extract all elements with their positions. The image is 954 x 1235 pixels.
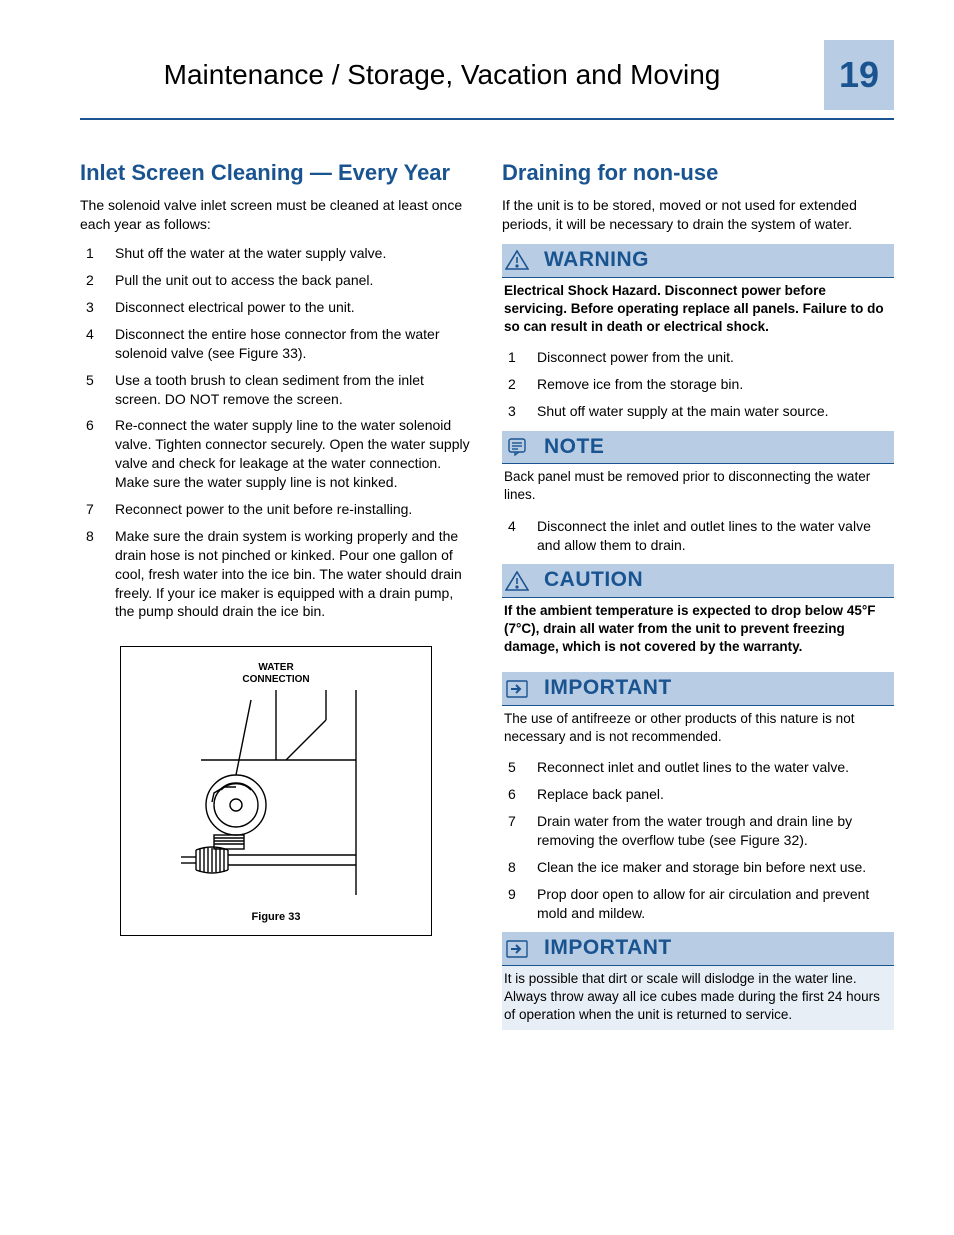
step-text: Shut off water supply at the main water … [537,402,894,421]
step-text: Re-connect the water supply line to the … [115,416,472,492]
right-intro: If the unit is to be stored, moved or no… [502,196,894,234]
caution-icon [504,570,530,592]
step-item: 7Reconnect power to the unit before re-i… [80,500,472,519]
figure-caption: Figure 33 [121,910,431,925]
step-text: Remove ice from the storage bin. [537,375,894,394]
arrow-icon [504,678,530,700]
warning-icon [504,249,530,271]
left-intro: The solenoid valve inlet screen must be … [80,196,472,234]
important2-callout: IMPORTANT It is possible that dirt or sc… [502,932,894,1030]
caution-header: CAUTION [502,564,894,597]
step-text: Shut off the water at the water supply v… [115,244,472,263]
step-number: 7 [80,500,115,519]
step-text: Use a tooth brush to clean sediment from… [115,371,472,409]
step-number: 6 [502,785,537,804]
important1-body: The use of antifreeze or other products … [502,706,894,752]
important2-body: It is possible that dirt or scale will d… [502,966,894,1031]
step-text: Pull the unit out to access the back pan… [115,271,472,290]
step-number: 3 [502,402,537,421]
step-number: 8 [502,858,537,877]
step-item: 9Prop door open to allow for air circula… [502,885,894,923]
step-text: Replace back panel. [537,785,894,804]
figure-label-line2: CONNECTION [242,674,309,685]
step-number: 4 [80,325,115,363]
step-item: 2Remove ice from the storage bin. [502,375,894,394]
step-item: 8Make sure the drain system is working p… [80,527,472,621]
warning-header: WARNING [502,244,894,277]
step-item: 5Use a tooth brush to clean sediment fro… [80,371,472,409]
step-number: 9 [502,885,537,923]
right-steps-b: 4Disconnect the inlet and outlet lines t… [502,517,894,555]
step-text: Disconnect the inlet and outlet lines to… [537,517,894,555]
right-column: Draining for non-use If the unit is to b… [502,160,894,1036]
right-heading: Draining for non-use [502,160,894,186]
note-title: NOTE [544,433,604,461]
step-text: Prop door open to allow for air circulat… [537,885,894,923]
note-header: NOTE [502,431,894,464]
important2-title: IMPORTANT [544,934,672,962]
figure-33: WATER CONNECTION [120,646,432,936]
caution-body: If the ambient temperature is expected t… [502,598,894,663]
note-icon [504,436,530,458]
left-column: Inlet Screen Cleaning — Every Year The s… [80,160,472,1036]
step-item: 4Disconnect the entire hose connector fr… [80,325,472,363]
figure-label: WATER CONNECTION [131,662,421,686]
page-header: Maintenance / Storage, Vacation and Movi… [80,40,894,110]
note-body: Back panel must be removed prior to disc… [502,464,894,510]
warning-callout: WARNING Electrical Shock Hazard. Disconn… [502,244,894,342]
arrow-icon [504,938,530,960]
step-number: 8 [80,527,115,621]
step-item: 3Disconnect electrical power to the unit… [80,298,472,317]
step-text: Clean the ice maker and storage bin befo… [537,858,894,877]
caution-title: CAUTION [544,566,643,594]
step-number: 2 [502,375,537,394]
step-number: 4 [502,517,537,555]
step-text: Reconnect inlet and outlet lines to the … [537,758,894,777]
step-number: 7 [502,812,537,850]
step-number: 1 [502,348,537,367]
step-number: 6 [80,416,115,492]
step-item: 5Reconnect inlet and outlet lines to the… [502,758,894,777]
warning-title: WARNING [544,246,649,274]
important1-callout: IMPORTANT The use of antifreeze or other… [502,672,894,752]
step-item: 6Replace back panel. [502,785,894,804]
important1-title: IMPORTANT [544,674,672,702]
important2-header: IMPORTANT [502,932,894,965]
right-steps-c: 5Reconnect inlet and outlet lines to the… [502,758,894,922]
caution-callout: CAUTION If the ambient temperature is ex… [502,564,894,662]
warning-body: Electrical Shock Hazard. Disconnect powe… [502,278,894,343]
step-text: Disconnect the entire hose connector fro… [115,325,472,363]
note-callout: NOTE Back panel must be removed prior to… [502,431,894,511]
left-heading: Inlet Screen Cleaning — Every Year [80,160,472,186]
important1-header: IMPORTANT [502,672,894,705]
step-item: 6Re-connect the water supply line to the… [80,416,472,492]
right-steps-a: 1Disconnect power from the unit.2Remove … [502,348,894,421]
step-item: 2Pull the unit out to access the back pa… [80,271,472,290]
step-number: 3 [80,298,115,317]
step-text: Disconnect power from the unit. [537,348,894,367]
step-item: 1Shut off the water at the water supply … [80,244,472,263]
figure-label-line1: WATER [258,662,293,673]
step-text: Make sure the drain system is working pr… [115,527,472,621]
step-number: 5 [502,758,537,777]
step-number: 1 [80,244,115,263]
step-number: 5 [80,371,115,409]
header-rule [80,118,894,120]
step-text: Drain water from the water trough and dr… [537,812,894,850]
left-steps: 1Shut off the water at the water supply … [80,244,472,621]
step-text: Reconnect power to the unit before re-in… [115,500,472,519]
step-item: 7Drain water from the water trough and d… [502,812,894,850]
content-columns: Inlet Screen Cleaning — Every Year The s… [80,160,894,1036]
step-item: 8Clean the ice maker and storage bin bef… [502,858,894,877]
page-title: Maintenance / Storage, Vacation and Movi… [80,56,824,94]
step-item: 4Disconnect the inlet and outlet lines t… [502,517,894,555]
step-item: 1Disconnect power from the unit. [502,348,894,367]
step-text: Disconnect electrical power to the unit. [115,298,472,317]
step-item: 3Shut off water supply at the main water… [502,402,894,421]
figure-diagram [156,690,396,900]
page-number: 19 [824,40,894,110]
step-number: 2 [80,271,115,290]
